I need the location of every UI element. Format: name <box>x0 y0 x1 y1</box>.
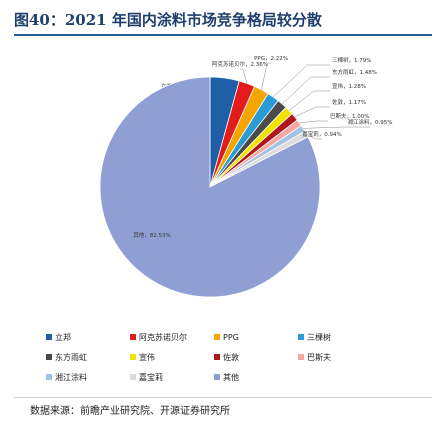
legend-label: 嘉宝莉 <box>139 372 163 382</box>
source-divider <box>14 397 432 398</box>
legend-item-9: 嘉宝莉 <box>130 370 214 384</box>
leader-line-9 <box>306 133 322 140</box>
legend-item-2: PPG <box>214 330 298 344</box>
legend-item-0: 立邦 <box>46 330 130 344</box>
data-label-4: 东方雨虹，1.48% <box>332 68 377 76</box>
data-label-10: 其他，82.53% <box>133 231 170 239</box>
data-label-6: 佐敦，1.17% <box>332 98 366 106</box>
legend-swatch <box>298 354 304 360</box>
legend-swatch <box>130 354 136 360</box>
chart-legend: 立邦 阿克苏诺贝尔 PPG 三棵树东方雨虹 宣伟 佐敦 巴斯夫湘江涂料 嘉宝莉 其他 <box>46 330 376 390</box>
legend-item-6: 佐敦 <box>214 350 298 364</box>
legend-item-7: 巴斯夫 <box>298 350 376 364</box>
legend-swatch <box>46 334 52 340</box>
legend-item-8: 湘江涂料 <box>46 370 130 384</box>
data-label-5: 宣伟，1.28% <box>332 82 366 90</box>
leader-line-8 <box>303 126 370 129</box>
leader-line-6 <box>294 106 330 118</box>
leader-line-3 <box>273 64 330 98</box>
pie-chart: 立邦，4.28%阿克苏诺贝尔，2.36%PPG，2.22%三棵树，1.79%东方… <box>99 56 393 298</box>
legend-row: 立邦 阿克苏诺贝尔 PPG 三棵树 <box>46 330 376 344</box>
legend-swatch <box>46 354 52 360</box>
legend-item-10: 其他 <box>214 370 298 384</box>
legend-swatch <box>214 374 220 380</box>
legend-label: 三棵树 <box>307 332 331 342</box>
legend-item-1: 阿克苏诺贝尔 <box>130 330 214 344</box>
data-label-1: 阿克苏诺贝尔，2.36% <box>212 60 268 68</box>
leader-line-1 <box>240 68 248 84</box>
legend-swatch <box>298 334 304 340</box>
legend-label: 其他 <box>223 372 239 382</box>
chart-title: 图40：2021 年国内涂料市场竞争格局较分散 <box>14 11 322 29</box>
title-divider <box>14 34 432 36</box>
legend-item-5: 宣伟 <box>130 350 214 364</box>
pie-slice-10 <box>99 76 321 298</box>
legend-label: 阿克苏诺贝尔 <box>139 332 187 342</box>
data-source: 数据来源：前瞻产业研究院、开源证券研究所 <box>30 406 230 417</box>
leader-line-4 <box>282 76 330 105</box>
legend-label: 宣伟 <box>139 352 155 362</box>
legend-item-3: 三棵树 <box>298 330 376 344</box>
legend-item-4: 东方雨虹 <box>46 350 130 364</box>
legend-swatch <box>214 334 220 340</box>
legend-row: 湘江涂料 嘉宝莉 其他 <box>46 370 376 384</box>
leader-line-7 <box>299 120 328 124</box>
data-label-8: 湘江涂料，0.95% <box>348 118 393 126</box>
legend-row: 东方雨虹 宣伟 佐敦 巴斯夫 <box>46 350 376 364</box>
legend-swatch <box>214 354 220 360</box>
legend-label: 湘江涂料 <box>55 372 87 382</box>
legend-swatch <box>46 374 52 380</box>
legend-swatch <box>130 374 136 380</box>
leader-line-2 <box>261 62 271 90</box>
data-label-3: 三棵树，1.79% <box>332 56 371 64</box>
legend-label: 佐敦 <box>223 352 239 362</box>
leader-line-5 <box>288 90 330 111</box>
data-label-2: PPG，2.22% <box>254 56 288 62</box>
legend-label: PPG <box>223 332 239 342</box>
data-label-7: 巴斯夫，1.00% <box>330 112 369 120</box>
data-label-9: 嘉宝莉，0.94% <box>302 130 341 138</box>
legend-label: 巴斯夫 <box>307 352 331 362</box>
legend-label: 东方雨虹 <box>55 352 87 362</box>
legend-swatch <box>130 334 136 340</box>
legend-label: 立邦 <box>55 332 71 342</box>
